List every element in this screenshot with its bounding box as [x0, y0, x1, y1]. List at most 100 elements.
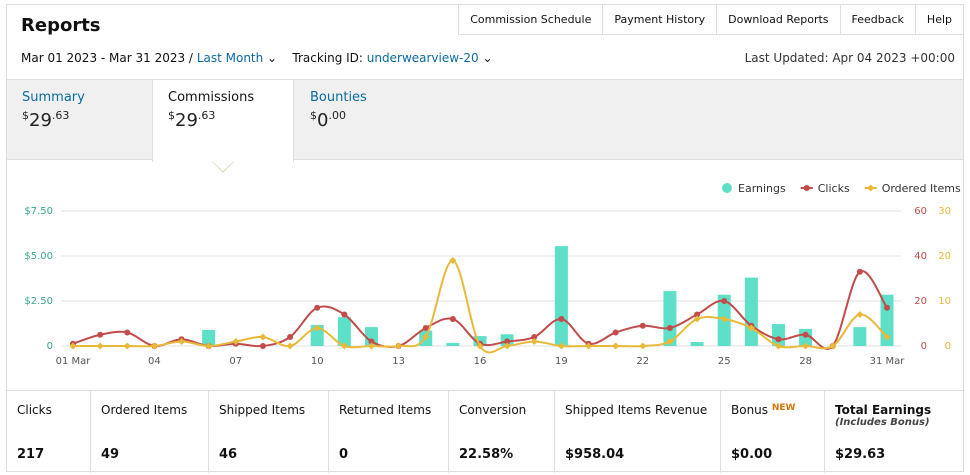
point: [531, 334, 538, 340]
y3-tick-label: 0: [945, 341, 951, 352]
toolbar-button[interactable]: Help: [914, 5, 963, 35]
point: [123, 342, 131, 350]
stat: Conversion 22.58%: [449, 391, 555, 473]
point: [884, 304, 890, 311]
whole: 29: [175, 110, 198, 131]
stat: Ordered Items 49: [91, 391, 209, 473]
point: [557, 342, 565, 350]
period-select[interactable]: Last Month: [196, 51, 264, 65]
point: [259, 343, 266, 349]
tab-label: Commissions: [168, 90, 255, 105]
point: [639, 342, 647, 350]
tracking-select[interactable]: underwearview-20: [366, 51, 479, 65]
date-range: Mar 01 2023 - Mar 31 2023 /: [21, 51, 193, 65]
point: [612, 342, 620, 350]
stat: Bonus NEW $0.00: [721, 391, 825, 473]
legend-label: Ordered Items: [882, 182, 961, 195]
y-tick-label: $5.00: [24, 251, 53, 262]
x-tick-label: 25: [718, 356, 731, 367]
cents: .63: [197, 109, 216, 122]
y2-tick-label: 20: [914, 296, 927, 307]
chart: 0 $2.50 $5.00 $7.50 0 20 40 60 0 10 20 30 01 Mar 04 07…: [24, 161, 961, 367]
point: [287, 334, 294, 340]
stat-label: Shipped Items Revenue: [565, 403, 708, 417]
point: [503, 342, 511, 350]
page-title: Reports: [21, 15, 101, 36]
point: [314, 304, 321, 311]
point: [97, 331, 104, 338]
last-updated: Last Updated: Apr 04 2023 +00:00: [744, 51, 955, 65]
legend-label: Clicks: [818, 182, 850, 195]
caret: ⌄: [263, 51, 289, 65]
stat-label: Shipped Items: [219, 403, 306, 417]
y-tick-label: $2.50: [24, 296, 53, 307]
tab[interactable]: Commissions $29.63: [152, 80, 294, 162]
point: [802, 342, 810, 350]
stats: Clicks 217 Ordered Items 49 Shipped Items 4…: [7, 390, 963, 473]
tab-amount: $29.63: [168, 109, 293, 131]
tab-label: Bounties: [310, 90, 367, 105]
point: [150, 342, 158, 350]
point: [422, 333, 430, 341]
stat: Shipped Items 46: [209, 391, 329, 473]
new-badge: NEW: [771, 403, 796, 413]
toolbar-button[interactable]: Payment History: [602, 5, 717, 35]
y2-tick-label: 0: [921, 341, 927, 352]
y2-tick-label: 60: [914, 206, 927, 217]
point: [585, 342, 593, 350]
point: [367, 342, 375, 350]
y3-tick-label: 10: [938, 296, 951, 307]
toolbar-button[interactable]: Feedback: [839, 5, 915, 35]
point: [530, 338, 538, 345]
stat-label: Conversion: [459, 403, 527, 417]
y-tick-label: 0: [47, 341, 53, 352]
bar: [446, 342, 460, 346]
bar: [337, 317, 351, 346]
bar: [744, 277, 758, 346]
point: [476, 342, 484, 350]
point: [341, 311, 348, 318]
point: [124, 329, 131, 336]
point: [694, 311, 701, 318]
x-tick-label: 10: [311, 356, 324, 367]
bar: [771, 324, 785, 346]
bar: [310, 324, 324, 346]
toolbar-button[interactable]: Commission Schedule: [458, 5, 603, 35]
point: [720, 315, 728, 323]
toolbar-button[interactable]: Download Reports: [716, 5, 840, 35]
x-tick-label: 16: [474, 356, 487, 367]
point: [395, 342, 403, 350]
point: [883, 333, 891, 341]
x-tick-label: 28: [799, 356, 812, 367]
tab[interactable]: Summary $29.63: [7, 80, 149, 159]
stat-value: $29.63: [835, 447, 886, 462]
point: [232, 338, 240, 345]
tab[interactable]: Bounties $0.00: [295, 80, 437, 159]
stat-label: Clicks: [17, 403, 52, 417]
x-tick-label: 13: [392, 356, 405, 367]
stat-value: 46: [219, 447, 238, 462]
y2-tick-label: 40: [914, 251, 927, 262]
cents: .00: [328, 109, 346, 122]
bar: [554, 246, 568, 346]
tab-amount: $0.00: [310, 109, 437, 131]
point: [666, 325, 673, 331]
point: [96, 342, 104, 350]
stat: Returned Items 0: [329, 391, 449, 473]
legend-marker: [867, 184, 875, 192]
point: [856, 311, 864, 318]
point: [69, 342, 77, 350]
legend-marker: [722, 183, 732, 193]
x-tick-label: 04: [148, 356, 161, 367]
x-tick-label: 31 Mar: [870, 356, 906, 367]
point: [368, 338, 375, 345]
stat-value: 0: [339, 447, 349, 462]
stat-value: $0.00: [731, 447, 773, 462]
y-tick-label: $7.50: [24, 206, 53, 217]
legend-marker: [803, 185, 810, 191]
stat-value: $958.04: [565, 447, 625, 462]
point: [449, 316, 456, 322]
point: [802, 331, 809, 338]
bar: [364, 327, 378, 346]
